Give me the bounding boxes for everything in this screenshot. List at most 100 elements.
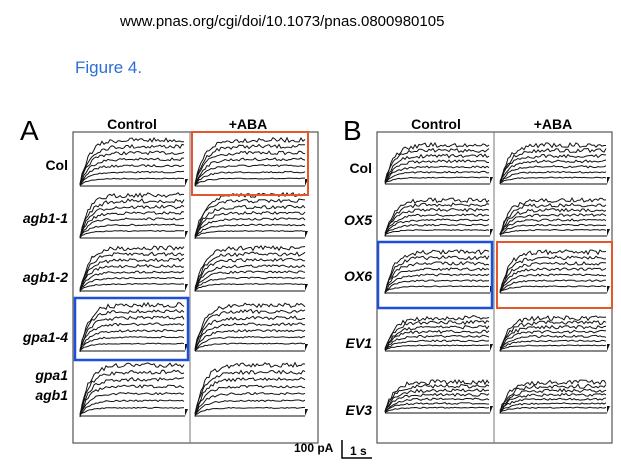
scale-time: 1 s [350,444,367,458]
trace [384,207,490,237]
trace [79,329,185,352]
trace [499,202,607,235]
tail-mark [185,231,188,238]
trace [499,339,607,351]
trace [79,170,185,186]
trace [194,369,306,414]
tail-mark [607,177,610,184]
tail-mark [185,179,188,186]
trace [499,261,607,292]
trace [384,325,490,349]
tail-mark [490,406,493,413]
trace [499,388,607,414]
trace [194,322,305,350]
trace [384,388,490,413]
trace [79,198,185,237]
trace [194,283,306,291]
trace [194,342,306,351]
tail-mark [305,284,308,291]
trace [79,177,185,185]
trace [499,165,607,183]
column-header: Control [107,116,157,132]
trace [499,273,607,292]
tail-mark [185,284,188,291]
trace [499,329,606,352]
trace [79,192,185,239]
panel-label: B [343,115,362,146]
trace [79,257,185,289]
trace [194,210,306,238]
trace [499,379,607,414]
trace [194,251,306,290]
trace [384,329,490,351]
trace [194,223,306,238]
row-label: agb1 [35,387,68,403]
trace [499,334,607,351]
trace [194,308,306,352]
trace [79,204,185,239]
tail-mark [607,406,610,413]
trace [194,315,306,351]
trace [499,170,607,183]
trace [499,324,607,352]
trace [79,342,185,351]
trace [499,267,607,293]
column-header: Control [411,116,461,132]
trace [79,263,185,291]
trace [79,335,185,351]
trace [79,270,185,292]
trace [499,344,607,351]
column-header: +ABA [534,116,573,132]
highlight-box [376,240,494,310]
highlight-box [496,241,613,309]
trace [384,279,490,293]
trace [384,249,490,294]
trace [499,207,607,235]
trace [79,223,185,237]
trace [79,164,185,186]
trace [79,301,185,352]
tail-mark [607,344,610,351]
trace [79,211,185,238]
trace [499,213,607,235]
trace [499,142,606,182]
trace [384,392,490,413]
trace [194,276,306,291]
trace [194,406,306,416]
row-label: Col [349,160,372,176]
trace [194,177,305,186]
trace [194,217,306,237]
trace [499,402,607,413]
trace [79,322,185,350]
trace [499,228,607,236]
trace [79,157,185,186]
trace [499,255,607,291]
trace [499,397,607,412]
trace [384,319,490,349]
trace [499,249,607,293]
row-label: Col [45,157,68,173]
trace [384,202,490,234]
trace [79,282,185,291]
trace [79,308,185,353]
trace [384,197,490,234]
trace [384,267,490,293]
trace [384,261,490,294]
tail-mark [305,231,308,238]
row-label: EV3 [346,402,373,418]
trace [384,170,490,184]
trace [499,285,606,293]
trace [384,165,490,184]
trace [194,164,306,186]
trace [79,150,185,184]
trace [499,147,607,184]
trace [79,143,185,185]
trace [194,399,306,416]
trace [79,229,185,238]
doi-url: www.pnas.org/cgi/doi/10.1073/pnas.080098… [119,13,444,30]
trace [79,137,185,185]
trace [79,217,185,238]
trace [384,397,490,412]
trace [384,402,490,413]
trace [384,406,490,413]
